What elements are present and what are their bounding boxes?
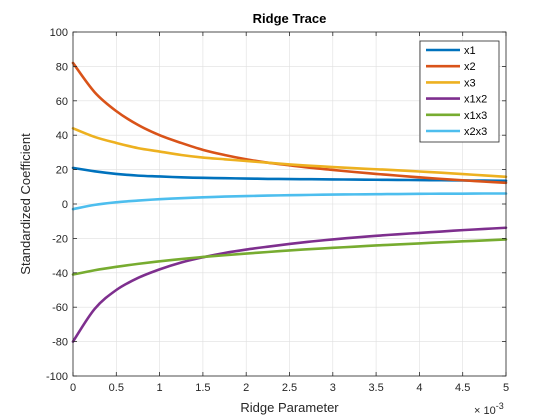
x-tick-label: 4.5 (455, 382, 470, 394)
axis-ticks (72, 31, 507, 377)
y-tick-label: -100 (46, 371, 68, 383)
y-tick-label: 100 (50, 27, 68, 39)
series-line-x3 (71, 127, 508, 179)
x-tick-label: 4 (416, 382, 422, 394)
chart-title: Ridge Trace (253, 11, 327, 26)
x-tick-label: 3.5 (368, 382, 383, 394)
series-line-x1x3 (71, 238, 508, 276)
legend-label-x1x3: x1x3 (464, 110, 487, 122)
y-tick-label: 20 (56, 165, 68, 177)
legend-label-x2: x2 (464, 61, 476, 73)
series-line-x2x3 (71, 192, 508, 211)
x-tick-label: 3 (330, 382, 336, 394)
y-tick-label: -60 (52, 302, 68, 314)
x-axis-exponent: × 10-3 (474, 401, 504, 417)
legend-box (419, 40, 500, 143)
legend-label-x3: x3 (464, 77, 476, 89)
y-tick-label: 60 (56, 96, 68, 108)
x-exponent-power: -3 (496, 401, 504, 411)
legend-label-x2x3: x2x3 (464, 126, 487, 138)
x-axis-label: Ridge Parameter (240, 400, 339, 415)
x-tick-label: 1 (157, 382, 163, 394)
y-tick-label: -40 (52, 268, 68, 280)
x-tick-label: 2 (243, 382, 249, 394)
series-line-x1 (71, 166, 508, 183)
y-tick-label: -20 (52, 233, 68, 245)
legend-label-x1x2: x1x2 (464, 94, 487, 106)
x-tick-label: 1.5 (195, 382, 210, 394)
x-tick-label: 2.5 (282, 382, 297, 394)
series-line-x1x2 (71, 226, 508, 343)
tick-labels: 0 0.5 1 1.5 2 2.5 3 3.5 4 4.5 5 -100 -80 -60 -40 -20 0 20… (46, 27, 509, 394)
y-tick-label: 0 (62, 199, 68, 211)
series-lines (71, 61, 508, 343)
y-axis-label: Standardized Coefficient (18, 133, 33, 275)
legend-label-x1: x1 (464, 45, 476, 57)
y-tick-label: 80 (56, 61, 68, 73)
x-exponent-base: × 10 (474, 405, 496, 417)
x-tick-label: 0.5 (109, 382, 124, 394)
x-tick-label: 5 (503, 382, 509, 394)
x-tick-label: 0 (70, 382, 76, 394)
y-tick-label: -80 (52, 337, 68, 349)
y-tick-label: 40 (56, 130, 68, 142)
